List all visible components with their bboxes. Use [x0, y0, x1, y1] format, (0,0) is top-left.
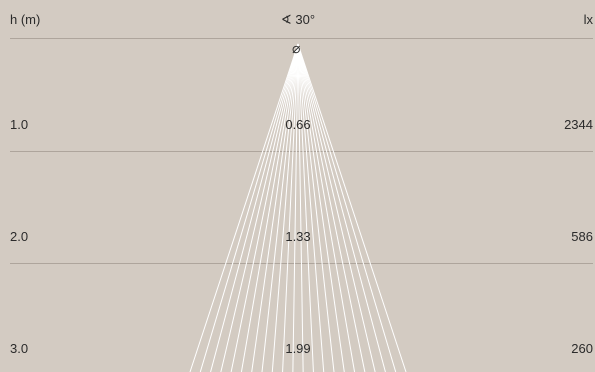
beam-ray [199, 43, 299, 372]
row-divider-1 [10, 151, 593, 152]
beam-ray [297, 43, 345, 372]
header-divider [10, 38, 593, 39]
beam-ray [240, 43, 299, 372]
beam-ray [230, 43, 299, 372]
height-column-header: h (m) [10, 12, 41, 27]
beam-ray [297, 43, 356, 372]
beam-ray [210, 43, 299, 372]
lux-column-header: lx [583, 12, 593, 27]
row-height-3: 3.0 [10, 341, 29, 356]
beam-ray [292, 43, 299, 372]
beam-ray [297, 43, 304, 372]
row-diameter-2: 1.33 [285, 229, 311, 244]
beam-ray [297, 43, 335, 372]
beam-ray [297, 43, 376, 372]
beam-ray [271, 43, 299, 372]
row-height-1: 1.0 [10, 117, 29, 132]
row-lux-3: 260 [571, 341, 593, 356]
row-diameter-3: 1.99 [285, 341, 311, 356]
row-diameter-1: 0.66 [285, 117, 311, 132]
beam-ray [297, 43, 397, 372]
beam-ray [220, 43, 299, 372]
beam-ray [251, 43, 299, 372]
beam-ray [297, 43, 366, 372]
beam-ray [297, 43, 407, 372]
beam-ray [297, 43, 386, 372]
diameter-symbol-icon: ⌀ [292, 40, 301, 56]
beam-ray [261, 43, 299, 372]
beam-angle-label: ∢ 30° [280, 12, 316, 27]
beam-ray [189, 43, 299, 372]
row-height-2: 2.0 [10, 229, 29, 244]
row-lux-2: 586 [571, 229, 593, 244]
row-lux-1: 2344 [564, 117, 593, 132]
beam-ray [297, 43, 325, 372]
beam-ray [297, 43, 314, 372]
beam-ray [282, 43, 299, 372]
